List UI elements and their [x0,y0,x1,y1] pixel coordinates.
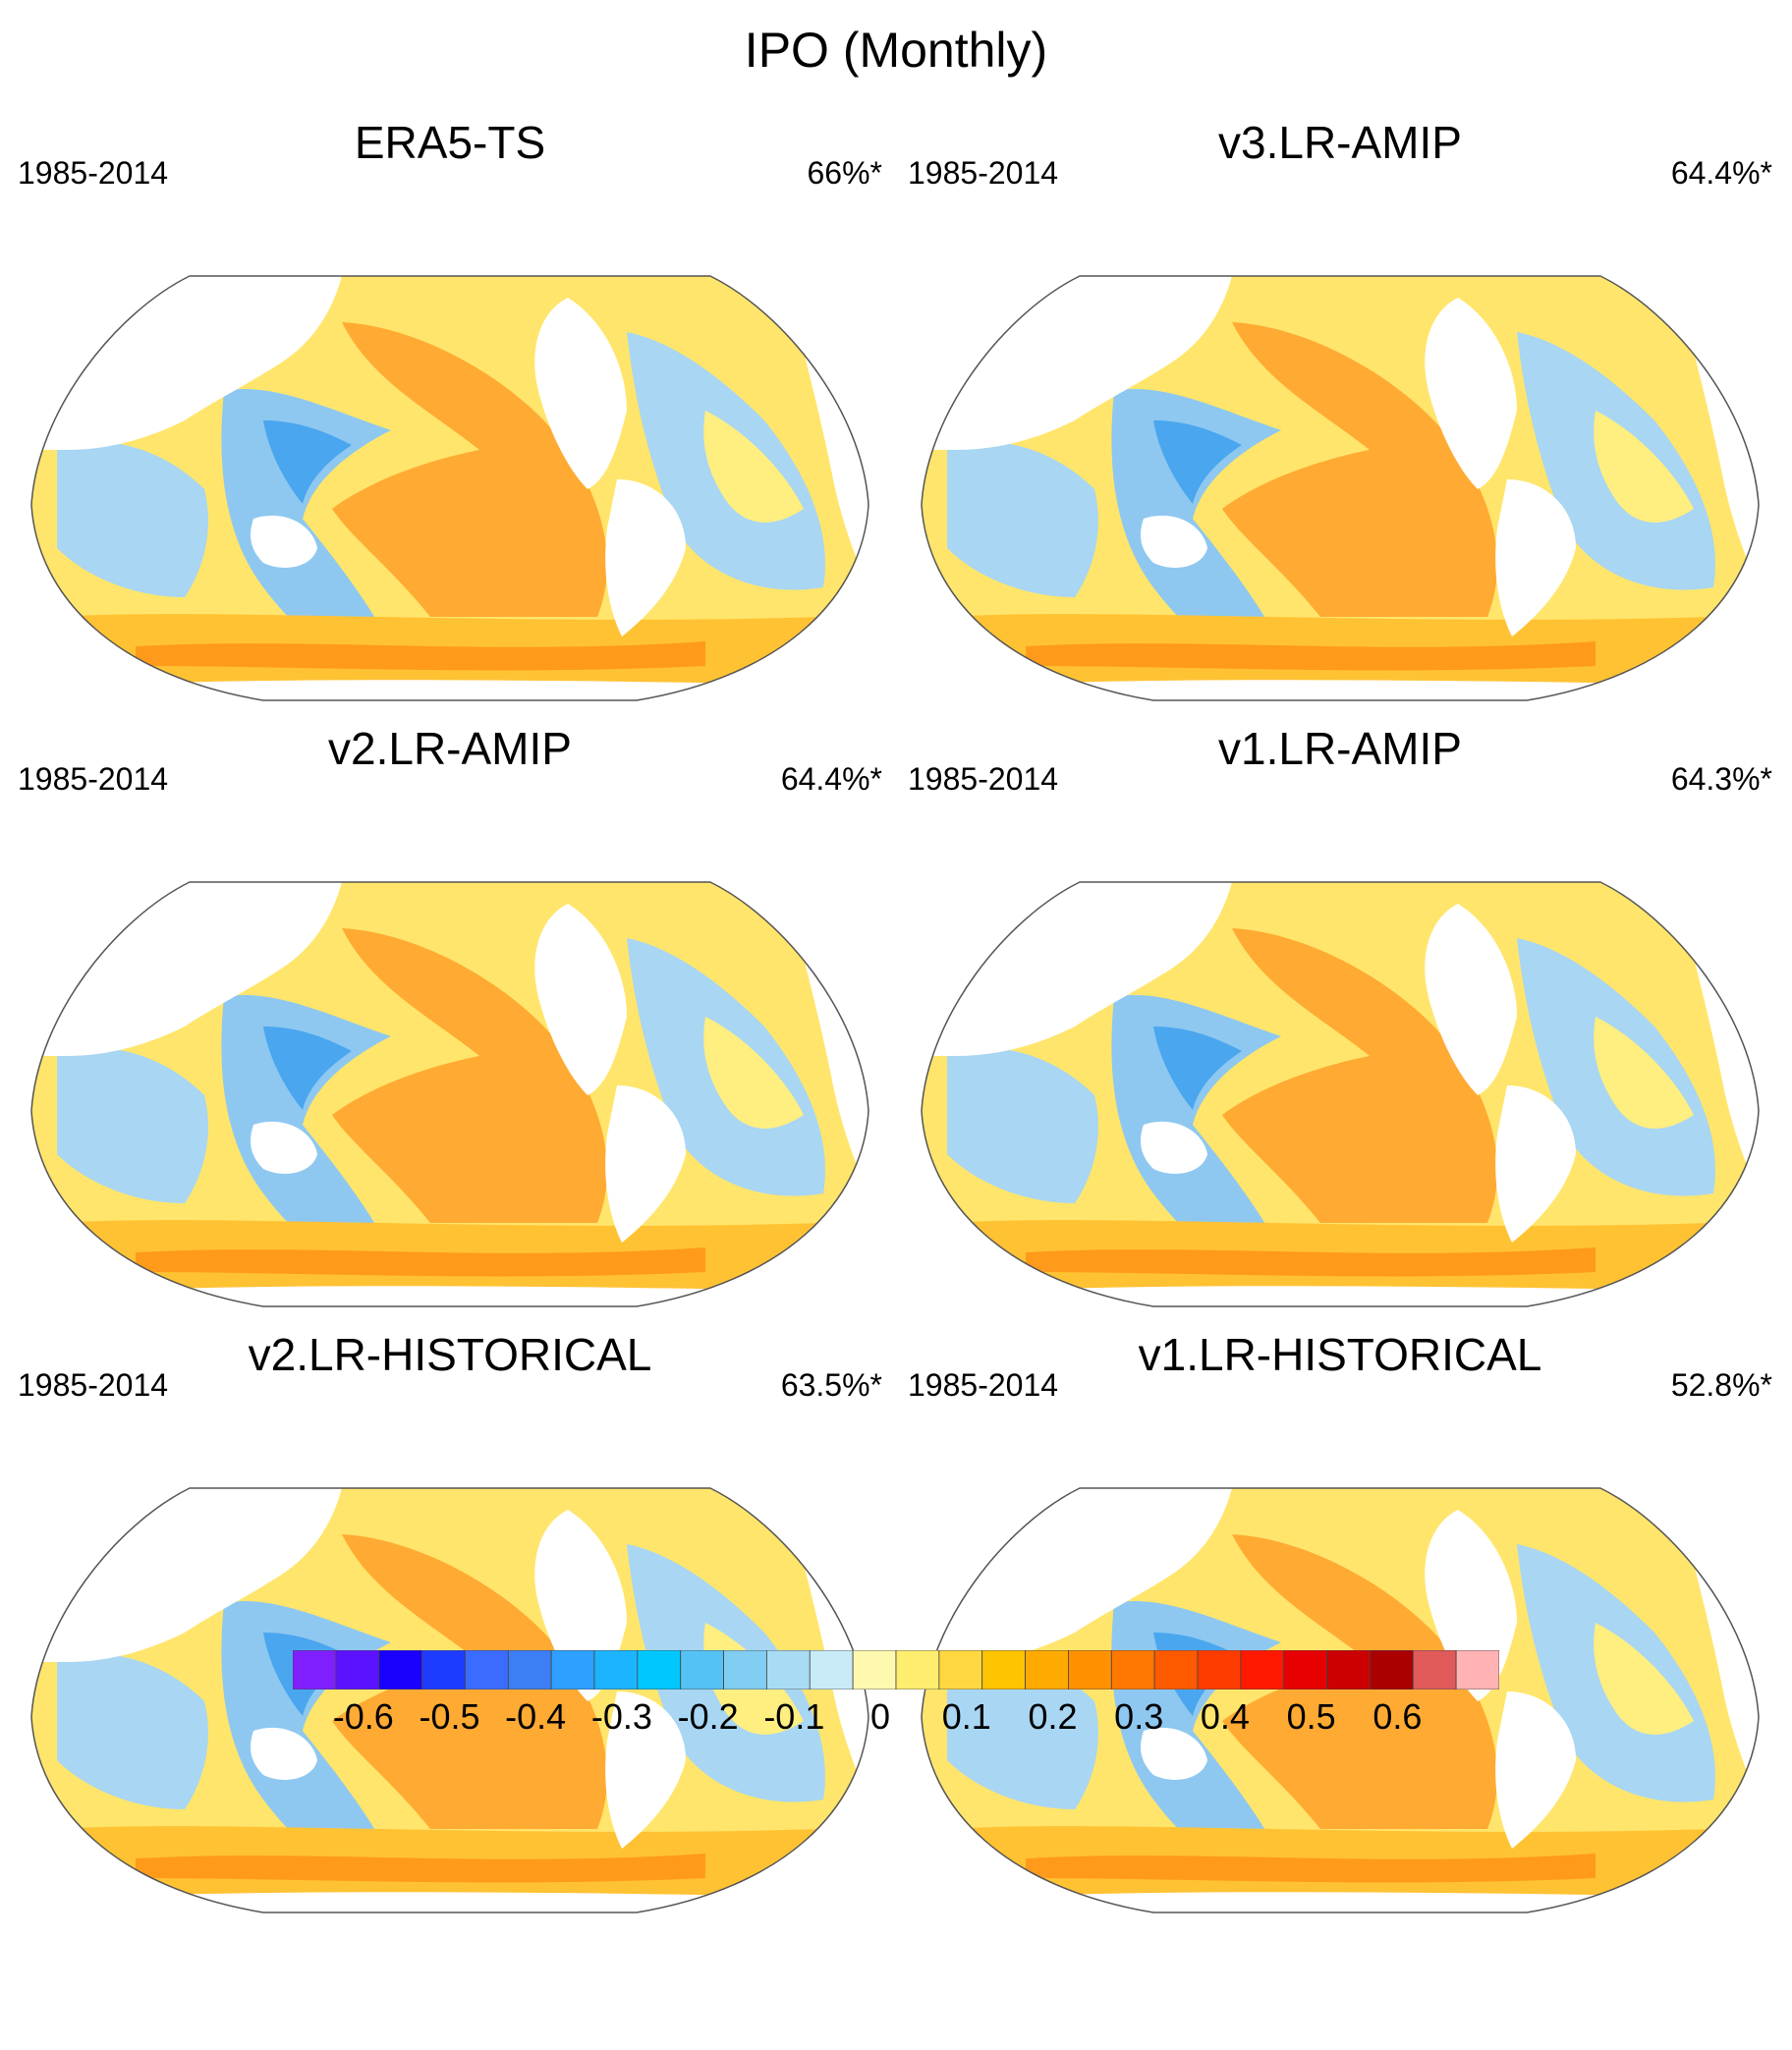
panel-percent: 64.4%* [780,761,882,797]
panel-v2-lr-amip: v2.LR-AMIP 1985-2014 64.4%* [18,722,882,1311]
panel-v1-lr-amip: v1.LR-AMIP 1985-2014 64.3%* [908,722,1772,1311]
world-map [18,1367,882,1922]
colorbar-box [723,1650,767,1690]
panel-percent: 66%* [807,155,883,191]
panel-title: v1.LR-HISTORICAL [1138,1329,1542,1380]
colorbar-box [550,1650,595,1690]
panel-title: v2.LR-HISTORICAL [248,1329,652,1380]
colorbar-box [1197,1650,1242,1690]
colorbar-box [1240,1650,1285,1690]
colorbar-box [1025,1650,1069,1690]
panel-v2-lr-historical: v2.LR-HISTORICAL 1985-2014 63.5%* [18,1328,882,1917]
colorbar-box [852,1650,897,1690]
colorbar-box [421,1650,466,1690]
figure-title: IPO (Monthly) [744,23,1048,78]
colorbar-tick-label: -0.6 [332,1696,394,1737]
panel-period: 1985-2014 [18,155,169,191]
panel-v3-lr-amip: v3.LR-AMIP 1985-2014 64.4%* [908,116,1772,705]
colorbar-box [1110,1650,1155,1690]
panel-period: 1985-2014 [908,761,1059,797]
panel-v1-lr-historical: v1.LR-HISTORICAL 1985-2014 52.8%* [908,1328,1772,1917]
panel-title: v2.LR-AMIP [328,723,572,774]
world-map [908,155,1772,710]
colorbar-box [895,1650,940,1690]
colorbar-tick-label: 0.3 [1114,1696,1164,1737]
colorbar-box [981,1650,1026,1690]
colorbar-box [809,1650,854,1690]
panel-percent: 63.5%* [780,1367,882,1403]
colorbar-tick-label: 0 [870,1696,891,1737]
colorbar-box [1326,1650,1371,1690]
colorbar-box [1412,1650,1457,1690]
panel-period: 1985-2014 [18,761,169,797]
panel-percent: 64.3%* [1670,761,1772,797]
panel-percent: 52.8%* [1670,1367,1772,1403]
colorbar-box [1283,1650,1327,1690]
colorbar-tick-label: 0.5 [1286,1696,1336,1737]
colorbar-box [1455,1650,1499,1690]
panel-era5-ts: ERA5-TS 1985-2014 66%* [18,116,882,705]
colorbar-tick-label: 0.4 [1200,1696,1250,1737]
panel-period: 1985-2014 [908,1367,1059,1403]
colorbar-box [1370,1650,1414,1690]
colorbar-tick-label: 0.6 [1372,1696,1423,1737]
panel-title: v3.LR-AMIP [1218,117,1462,168]
panel-period: 1985-2014 [18,1367,169,1403]
colorbar [293,1650,1499,1690]
colorbar-tick-label: -0.4 [505,1696,567,1737]
colorbar-box [293,1650,337,1690]
colorbar-tick-label: -0.2 [677,1696,739,1737]
colorbar-box [1068,1650,1112,1690]
panel-period: 1985-2014 [908,155,1059,191]
world-map [18,761,882,1316]
colorbar-box [593,1650,639,1690]
colorbar-box [1153,1650,1199,1690]
colorbar-box [465,1650,509,1690]
colorbar-box [507,1650,552,1690]
colorbar-tick-label: 0.1 [941,1696,991,1737]
colorbar-tick-label: 0.2 [1028,1696,1078,1737]
panel-percent: 64.4%* [1670,155,1772,191]
panel-title: ERA5-TS [354,117,546,168]
colorbar-box [335,1650,380,1690]
colorbar-box [766,1650,811,1690]
colorbar-box [637,1650,682,1690]
world-map [18,155,882,710]
colorbar-box [378,1650,422,1690]
world-map [908,1367,1772,1922]
colorbar-tick-label: -0.3 [590,1696,652,1737]
colorbar-tick-label: -0.1 [763,1696,825,1737]
colorbar-tick-label: -0.5 [419,1696,480,1737]
world-map [908,761,1772,1316]
colorbar-box [938,1650,983,1690]
panel-title: v1.LR-AMIP [1218,723,1462,774]
colorbar-box [680,1650,724,1690]
